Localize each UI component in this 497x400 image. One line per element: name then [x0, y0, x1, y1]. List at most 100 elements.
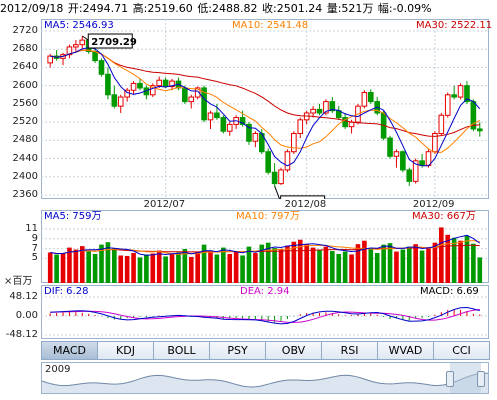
candle-up — [278, 169, 284, 185]
volume-bar-up — [118, 255, 124, 283]
candle-up — [438, 114, 445, 134]
close-price-text: 收:2501.24 — [262, 2, 323, 15]
candle-down — [316, 108, 323, 114]
low-price-text: 低:2488.82 — [197, 2, 258, 15]
candle-down — [271, 171, 278, 185]
candle-down — [214, 112, 220, 119]
price-y-tick: 2640 — [12, 61, 38, 73]
candle-down — [265, 151, 272, 173]
volume-bar-up — [208, 251, 213, 283]
volume-bar-up — [47, 252, 53, 283]
candle-down — [182, 87, 188, 103]
candle-up — [188, 96, 195, 103]
volume-bar-up — [445, 234, 451, 283]
volume-bar-up — [278, 249, 284, 283]
candle-down — [98, 60, 105, 75]
volume-bar-down — [464, 235, 470, 283]
candle-up — [393, 151, 400, 157]
volume-bar-down — [144, 254, 149, 283]
volume-bar-down — [330, 251, 335, 283]
volume-ma5-legend: MA5: 759万 — [44, 211, 102, 222]
high-price-marker-leader — [81, 35, 89, 41]
volume-bar-down — [137, 257, 143, 283]
volume-bar-down — [54, 254, 59, 283]
volume-bar-up — [188, 256, 194, 283]
open-price-text: 开:2494.71 — [67, 2, 129, 15]
volume-bar-up — [67, 247, 72, 283]
candle-down — [239, 117, 246, 125]
candle-down — [92, 51, 98, 62]
candle-up — [156, 79, 163, 87]
volume-bar-up — [253, 253, 258, 283]
candle-up — [361, 92, 368, 107]
volume-ma30-legend: MA30: 667万 — [412, 211, 476, 222]
volume-bar-up — [124, 255, 130, 283]
candle-up — [73, 44, 79, 48]
volume-bar-down — [451, 237, 457, 283]
volume-bar-up — [349, 254, 354, 283]
candle-up — [297, 119, 304, 135]
candle-up — [66, 46, 73, 56]
volume-bar-down — [259, 244, 265, 283]
volume-bar-up — [169, 253, 175, 283]
volume-bar-down — [99, 244, 104, 283]
navigator-right-handle[interactable] — [477, 371, 485, 387]
change-percent-text: 幅:-0.09% — [377, 2, 432, 15]
tab-boll[interactable]: BOLL — [153, 341, 210, 360]
volume-ma10-legend: MA10: 797万 — [236, 211, 300, 222]
volume-bar-down — [471, 243, 476, 283]
volume-bar-up — [432, 242, 438, 283]
candle-down — [246, 123, 252, 142]
macd-chart-svg — [41, 296, 489, 336]
tab-psy[interactable]: PSY — [209, 341, 266, 360]
volume-bar-up — [156, 250, 162, 283]
volume-bar-up — [355, 244, 361, 283]
volume-bar-up — [297, 239, 303, 283]
range-navigator[interactable]: 2009 — [41, 362, 489, 394]
macd-panel — [41, 285, 489, 339]
candle-down — [387, 137, 393, 157]
candle-up — [412, 160, 419, 182]
price-ma10-line — [50, 49, 481, 153]
volume-bar-down — [342, 251, 348, 283]
tab-kdj[interactable]: KDJ — [97, 341, 154, 360]
macd-value-legend: MACD: 6.69 — [420, 286, 479, 297]
tab-obv[interactable]: OBV — [265, 341, 322, 360]
candle-down — [406, 169, 413, 182]
navigator-left-handle[interactable] — [446, 371, 454, 387]
price-x-tick: 2012/09 — [412, 199, 455, 210]
volume-bar-down — [163, 256, 168, 283]
tab-wvad[interactable]: WVAD — [377, 341, 434, 360]
tab-rsi[interactable]: RSI — [321, 341, 378, 360]
candle-up — [226, 123, 233, 132]
price-y-tick: 2400 — [12, 170, 38, 182]
price-chart-svg: 2709.292379.87 — [41, 19, 489, 199]
candle-down — [342, 117, 348, 128]
navigator-area — [42, 373, 488, 393]
tab-macd[interactable]: MACD — [41, 341, 98, 360]
candle-down — [476, 128, 483, 132]
high-price-marker-box — [87, 33, 133, 49]
volume-bar-up — [458, 240, 463, 283]
volume-bar-up — [323, 246, 329, 283]
candle-down — [162, 79, 169, 88]
volume-bar-up — [310, 247, 316, 283]
volume-bar-down — [368, 249, 374, 283]
macd-dif-legend: DIF: 6.28 — [44, 286, 89, 297]
candle-up — [323, 101, 329, 114]
price-y-tick: 2720 — [12, 25, 38, 36]
tab-cci[interactable]: CCI — [433, 341, 490, 360]
candle-down — [464, 85, 470, 103]
navigator-year-label: 2009 — [45, 364, 71, 375]
candle-down — [329, 101, 336, 112]
indicator-tabs: MACD KDJ BOLL PSY OBV RSI WVAD CCI — [41, 341, 490, 360]
volume-panel — [41, 210, 489, 283]
candle-down — [137, 82, 143, 89]
volume-bar-down — [400, 249, 406, 283]
candle-up — [444, 94, 451, 116]
macd-dea-legend: DEA: 2.94 — [240, 286, 290, 297]
candle-up — [291, 133, 297, 153]
candle-down — [419, 160, 425, 166]
macd-y-tick: 48.12 — [9, 291, 38, 302]
volume-ma5-line — [50, 234, 481, 256]
